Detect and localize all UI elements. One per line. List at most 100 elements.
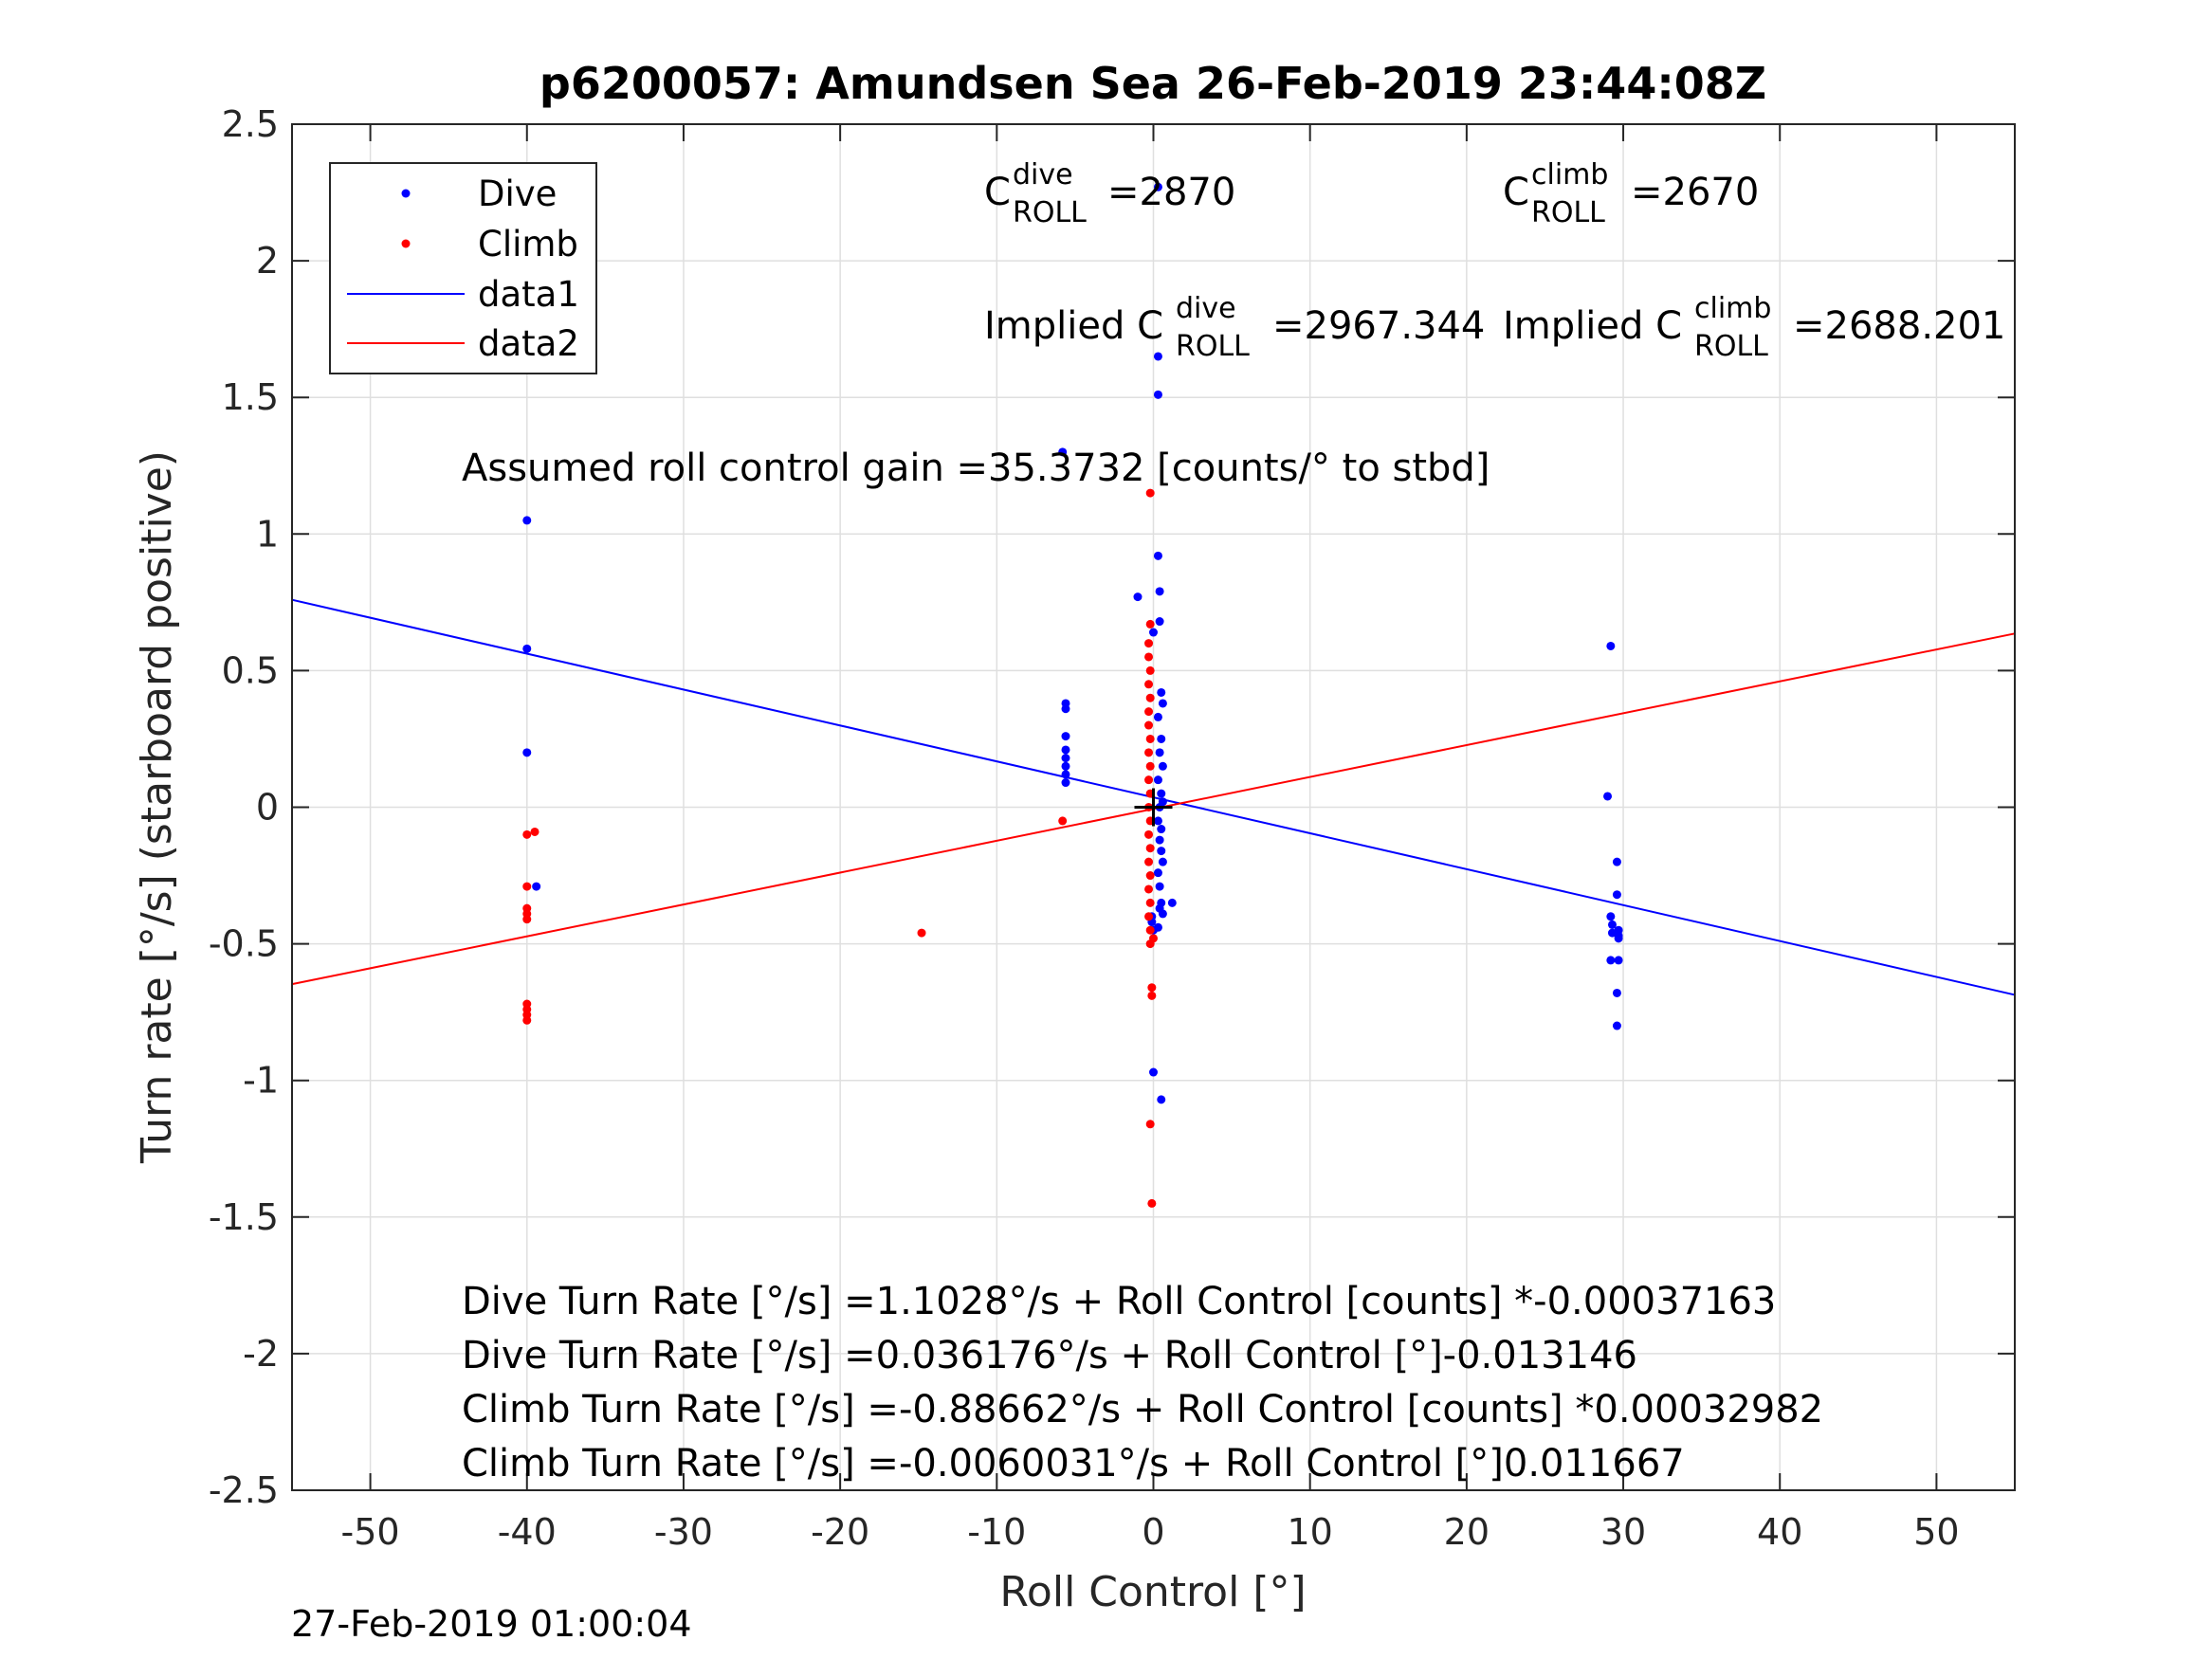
x-tick-label: -20 <box>811 1511 869 1553</box>
c-roll-dive-annotation: C dive ROLL =2870 <box>984 158 1235 229</box>
climb-point <box>522 830 532 839</box>
y-tick-label: 2 <box>256 240 279 282</box>
x-tick-label: 50 <box>1913 1511 1959 1553</box>
x-tick-labels: -50 -40 -30 -20 -10 0 10 20 30 40 50 <box>341 1511 1960 1553</box>
implied-dive-value: =2967.344 <box>1272 304 1485 348</box>
implied-dive-annotation: Implied C dive ROLL =2967.344 <box>984 292 1485 363</box>
climb-point <box>1145 693 1155 702</box>
footer-timestamp: 27-Feb-2019 01:00:04 <box>291 1603 692 1645</box>
y-tick-label: 2.5 <box>222 103 279 145</box>
climb-point <box>1144 748 1154 757</box>
c-climb-value: =2670 <box>1631 171 1759 214</box>
climb-point <box>1144 775 1154 785</box>
climb-point <box>1144 652 1154 662</box>
implied-climb-value: =2688.201 <box>1793 304 2005 348</box>
y-tick-labels: -2.5 -2 -1.5 -1 -0.5 0 0.5 1 1.5 2 2.5 <box>209 103 279 1511</box>
data-points <box>522 182 1623 1208</box>
climb-point <box>1145 939 1155 949</box>
dive-point <box>1149 628 1158 637</box>
y-axis-label: Turn rate [°/s] (starboard positive) <box>133 450 181 1164</box>
climb-point <box>1145 619 1155 629</box>
dive-point <box>1606 641 1616 650</box>
climb-point <box>1144 884 1154 894</box>
c-climb-sub: ROLL <box>1531 196 1605 229</box>
dive-point <box>1155 617 1164 627</box>
dive-point <box>1061 761 1070 771</box>
climb-point <box>917 928 926 938</box>
y-tick-label: 1 <box>256 513 279 555</box>
dive-point <box>1153 868 1162 878</box>
dive-point <box>1153 551 1162 560</box>
implied-climb-sub: ROLL <box>1694 330 1768 363</box>
implied-dive-sup: dive <box>1176 292 1236 325</box>
y-tick-label: -0.5 <box>209 923 279 965</box>
x-tick-label: -40 <box>498 1511 557 1553</box>
x-tick-label: 20 <box>1444 1511 1490 1553</box>
legend: Dive Climb data1 data2 <box>329 162 597 374</box>
climb-equation-counts: Climb Turn Rate [°/s] =-0.88662°/s + Rol… <box>462 1388 1823 1431</box>
dive-point <box>1157 687 1166 697</box>
dive-point <box>1149 1067 1158 1077</box>
climb-point <box>1147 1198 1157 1208</box>
climb-point <box>1144 680 1154 689</box>
dive-point <box>1155 835 1164 845</box>
legend-climb-marker <box>401 239 411 248</box>
c-roll-climb-annotation: C climb ROLL =2670 <box>1503 158 1759 229</box>
dive-equation-degrees: Dive Turn Rate [°/s] =0.036176°/s + Roll… <box>462 1334 1637 1377</box>
legend-data1-label: data1 <box>478 274 579 315</box>
dive-point <box>1157 789 1166 798</box>
climb-point <box>1144 707 1154 717</box>
dive-point <box>522 748 532 757</box>
dive-point <box>532 882 541 891</box>
dive-point <box>1612 1021 1621 1030</box>
dive-point <box>1153 712 1162 721</box>
y-tick-label: 0.5 <box>222 649 279 691</box>
climb-point <box>522 915 532 924</box>
y-tick-label: -1.5 <box>209 1196 279 1238</box>
dive-point <box>1061 770 1070 779</box>
climb-point <box>1144 912 1154 921</box>
dive-point <box>1603 792 1613 801</box>
dive-point <box>1153 182 1162 191</box>
c-climb-sup: climb <box>1531 158 1608 191</box>
legend-data2-label: data2 <box>478 323 579 364</box>
y-tick-label: -1 <box>243 1060 279 1102</box>
climb-point <box>1145 844 1155 853</box>
dive-point <box>1133 592 1143 602</box>
y-tick-label: -2 <box>243 1333 279 1375</box>
dive-point <box>1157 734 1166 743</box>
c-climb-base: C <box>1503 171 1529 214</box>
dive-point <box>1614 931 1623 940</box>
dive-point <box>1158 699 1167 708</box>
x-axis-label: Roll Control [°] <box>999 1568 1306 1616</box>
implied-dive-sub: ROLL <box>1176 330 1250 363</box>
climb-point <box>1147 991 1157 1000</box>
origin-marker <box>1134 788 1173 827</box>
dive-point <box>1155 903 1164 913</box>
x-tick-label: -50 <box>341 1511 400 1553</box>
x-tick-label: 10 <box>1288 1511 1333 1553</box>
y-tick-label: 0 <box>256 787 279 829</box>
climb-point <box>1144 639 1154 648</box>
c-dive-sub: ROLL <box>1013 196 1087 229</box>
climb-point <box>1144 857 1154 866</box>
climb-point <box>1147 983 1157 993</box>
dive-point <box>1058 447 1068 457</box>
dive-point <box>1614 956 1623 965</box>
dive-point <box>1157 1095 1166 1104</box>
climb-point <box>1145 1120 1155 1129</box>
dive-point <box>1607 920 1617 929</box>
x-tick-label: -30 <box>654 1511 713 1553</box>
dive-point <box>522 516 532 525</box>
dive-point <box>1061 704 1070 714</box>
axis-ticks <box>292 123 2015 1491</box>
dive-point <box>1157 825 1166 834</box>
dive-point <box>1167 898 1177 907</box>
dive-point <box>1061 754 1070 763</box>
climb-point <box>522 882 532 891</box>
x-tick-label: 40 <box>1757 1511 1802 1553</box>
dive-point <box>1155 882 1164 891</box>
climb-point <box>1145 898 1155 907</box>
climb-point <box>1144 830 1154 839</box>
